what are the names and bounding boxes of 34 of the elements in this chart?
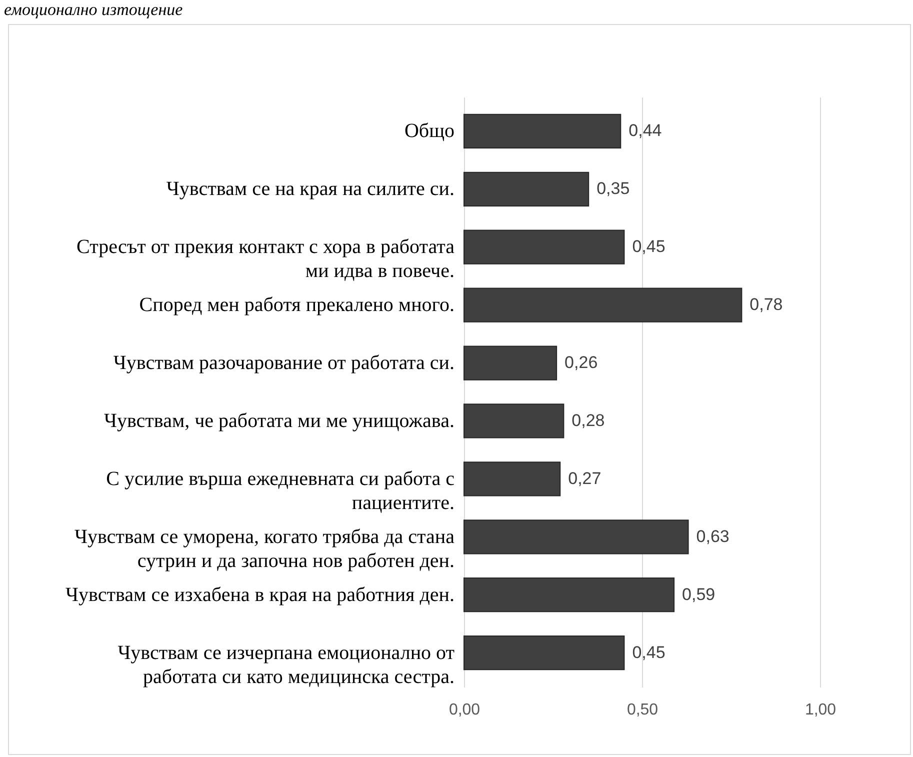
bar [464,636,625,670]
y-tick-label: Чувствам се изхабена в края на работния ден. [66,584,454,606]
data-label: 0,44 [628,121,662,140]
data-label: 0,45 [632,642,666,662]
y-tick-label: Стресът от прекия контакт с хора в работата ми идва в повече. [76,236,455,282]
y-tick-label: Чувствам разочарование от работата си. [113,352,454,374]
data-label: 0,59 [682,584,716,604]
text: емоционално изтощение [4,0,183,20]
data-label: 0,26 [564,353,598,372]
bar [464,462,561,496]
data-label: 0,27 [568,468,602,488]
bar [464,520,689,554]
data-label: 0,63 [696,526,730,546]
bar [464,404,564,438]
data-label: 0,45 [632,237,666,256]
y-tick-label: Чувствам се изчерпана емоционално от работата си като медицинска сестра. [118,642,455,688]
bar [464,172,590,206]
y-tick-label: С усилие върша ежедневната си работа с пациентите. [106,468,455,514]
data-label: 0,78 [750,295,783,314]
data-label: 0,28 [572,410,605,430]
y-tick-label: Според мен работя прекалено много. [139,294,454,316]
y-tick-label: Чувствам се уморена, когато трябва да стана сутрин и да започна нов работен ден. [74,526,455,572]
x-tick-label: 0,00 [448,702,480,718]
bar [464,578,675,612]
bar [464,114,622,148]
y-tick-label: Общо [404,120,454,142]
y-tick-label: Чувствам, че работата ми ме унищожава. [104,410,454,432]
bar [464,346,558,380]
bar [464,288,742,322]
bar [464,230,625,264]
y-tick-label: Чувствам се на края на силите си. [166,178,454,200]
x-tick-label: 1,00 [804,702,836,718]
data-label: 0,35 [596,179,630,198]
x-tick-label: 0,50 [626,702,658,718]
